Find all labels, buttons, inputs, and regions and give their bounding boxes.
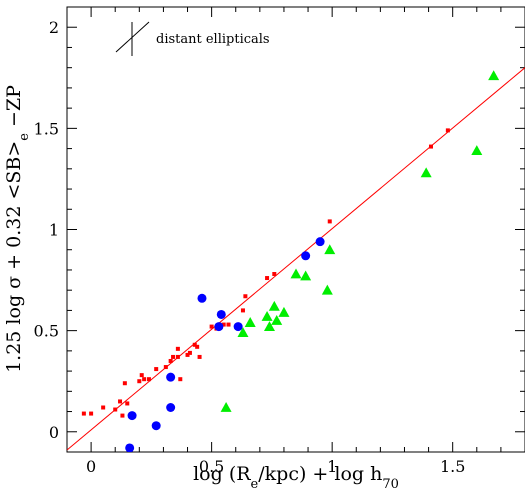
data-point-circle (214, 322, 224, 332)
data-point-triangle (324, 244, 336, 255)
y-tick-label: 1.5 (34, 119, 59, 138)
data-point-triangle (237, 327, 249, 338)
data-point-circle (315, 237, 325, 247)
data-point-square (195, 344, 200, 349)
y-tick-label: 0.5 (34, 322, 59, 341)
data-point-square (154, 367, 159, 372)
data-point-square (171, 354, 176, 359)
data-point-square (185, 352, 190, 357)
data-point-circle (197, 293, 207, 303)
data-point-triangle (300, 270, 312, 281)
data-point-triangle (278, 306, 290, 317)
fit-line (67, 67, 525, 451)
data-point-triangle (321, 284, 333, 295)
fit-line-layer (67, 67, 525, 451)
data-point-square (168, 358, 173, 363)
data-point-square (146, 377, 151, 382)
data-point-square (122, 381, 127, 386)
data-point-triangle (268, 300, 280, 311)
legend-label: distant ellipticals (156, 32, 270, 47)
data-point-circle (301, 251, 311, 261)
data-point-triangle (271, 315, 283, 325)
x-tick-label: 0 (86, 457, 96, 476)
data-point-square (187, 350, 192, 355)
data-point-square (428, 144, 433, 149)
data-point-square (118, 399, 123, 404)
data-point-square (243, 294, 248, 299)
data-point-square (142, 377, 147, 382)
y-axis-title: 1.25 log σ + 0.32 <SB>e −ZP (3, 85, 32, 373)
data-point-square (113, 407, 118, 412)
data-point-triangle (244, 317, 256, 327)
data-point-square (125, 401, 130, 406)
data-point-square (139, 373, 144, 378)
data-point-triangle (488, 70, 500, 81)
data-point-square (445, 128, 450, 133)
data-point-circle (127, 411, 137, 421)
data-point-square (175, 354, 180, 359)
data-points (81, 70, 500, 452)
data-point-square (197, 354, 202, 359)
data-point-square (192, 342, 197, 347)
data-point-circle (233, 322, 243, 332)
data-point-square (327, 219, 332, 224)
x-axis-title: log (Re/kpc) + log h70 (193, 463, 399, 491)
y-tick-label: 2 (49, 18, 59, 37)
data-point-triangle (420, 167, 432, 178)
data-point-square (178, 377, 183, 382)
data-point-square (89, 411, 94, 416)
data-point-square (226, 322, 231, 327)
data-point-triangle (263, 321, 275, 331)
x-tick-label: 1 (327, 457, 337, 476)
y-tick-label: 0 (49, 423, 59, 442)
data-point-square (101, 405, 106, 410)
data-point-circle (125, 443, 135, 452)
data-point-circle (166, 372, 176, 382)
data-point-square (240, 308, 245, 313)
data-point-square (221, 322, 226, 327)
legend-error-cross-diagonal (115, 21, 150, 53)
data-point-square (120, 413, 125, 418)
y-tick-label: 1 (49, 221, 59, 240)
legend: distant ellipticals (115, 21, 270, 56)
data-point-circle (151, 421, 161, 431)
data-point-circle (216, 309, 226, 319)
data-point-square (81, 411, 86, 416)
data-point-square (209, 324, 214, 329)
data-point-circle (166, 403, 176, 412)
data-point-square (175, 346, 180, 351)
data-point-square (265, 276, 270, 281)
data-point-triangle (261, 310, 273, 321)
plot-frame (66, 6, 525, 453)
x-tick-label: 0.5 (199, 457, 224, 476)
data-point-square (163, 365, 168, 370)
axis-ticks (66, 6, 525, 453)
data-point-triangle (471, 145, 483, 156)
data-point-square (272, 272, 277, 276)
axis-tick-labels: 0 0.5 1 1.5 0 0.5 1 1.5 2 (34, 18, 466, 476)
data-point-triangle (290, 268, 302, 279)
x-tick-label: 1.5 (440, 457, 465, 476)
data-point-triangle (220, 402, 232, 412)
data-point-square (137, 379, 142, 384)
